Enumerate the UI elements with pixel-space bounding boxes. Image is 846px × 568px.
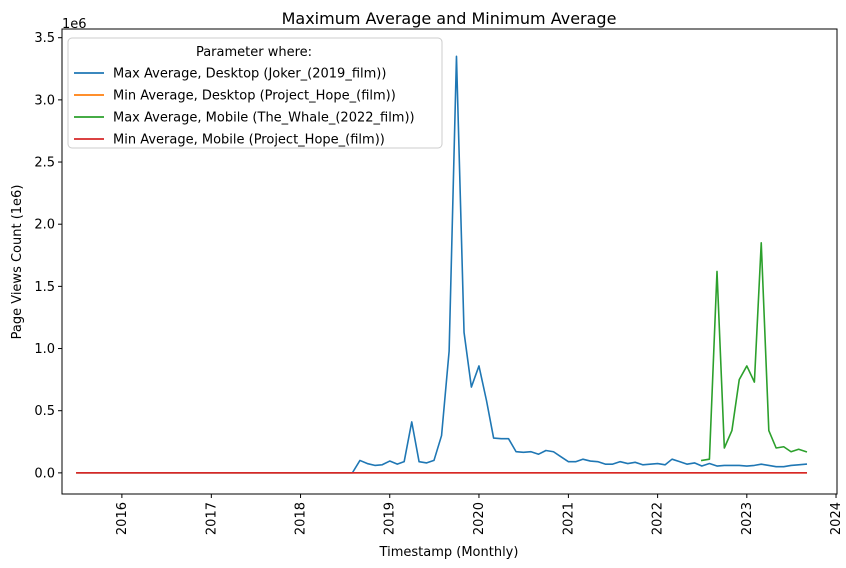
legend-box <box>67 37 443 149</box>
x-axis: 2016 2017 2018 2019 2020 2021 2022 2023 2024 <box>115 494 844 535</box>
plot-frame <box>61 28 838 495</box>
series-line-max-average-desktop-joker-2019-film <box>76 55 808 474</box>
y-tick-label: 3.5 <box>34 31 55 46</box>
x-axis-label: Timestamp (Monthly) <box>379 545 519 560</box>
x-tick-label: 2016 <box>115 502 130 535</box>
series-lines <box>76 55 808 474</box>
y-axis-offset-text: 1e6 <box>62 17 87 32</box>
y-axis: 0.0 0.5 1.0 1.5 2.0 2.5 3.0 3.5 <box>34 31 62 481</box>
x-tick-label: 2022 <box>651 502 666 535</box>
y-tick-label: 1.5 <box>34 280 55 295</box>
x-tick-label: 2023 <box>740 502 755 535</box>
y-tick-label: 0.5 <box>34 404 55 419</box>
chart-title: Maximum Average and Minimum Average <box>282 9 617 28</box>
y-tick-label: 0.0 <box>34 466 55 481</box>
y-tick-label: 1.0 <box>34 342 55 357</box>
y-tick-label: 2.5 <box>34 156 55 171</box>
legend-entry-label: Max Average, Desktop (Joker_(2019_film)) <box>113 67 386 82</box>
legend-title: Parameter where: <box>196 45 312 60</box>
legend-entry-label: Max Average, Mobile (The_Whale_(2022_fil… <box>113 111 415 126</box>
x-tick-label: 2024 <box>829 502 844 535</box>
x-tick-label: 2019 <box>383 502 398 535</box>
y-tick-label: 2.0 <box>34 218 55 233</box>
x-tick-label: 2018 <box>294 502 309 535</box>
y-axis-label: Page Views Count (1e6) <box>10 185 25 340</box>
legend: Parameter where: Max Average, Desktop (J… <box>67 37 443 149</box>
y-tick-label: 3.0 <box>34 93 55 108</box>
legend-entry-label: Min Average, Desktop (Project_Hope_(film… <box>113 89 396 104</box>
x-tick-label: 2017 <box>204 502 219 535</box>
series-line-max-average-mobile-the-whale-2022-film <box>700 242 808 462</box>
x-tick-label: 2020 <box>472 502 487 535</box>
legend-entry-label: Min Average, Mobile (Project_Hope_(film)… <box>113 133 385 148</box>
x-tick-label: 2021 <box>561 502 576 535</box>
